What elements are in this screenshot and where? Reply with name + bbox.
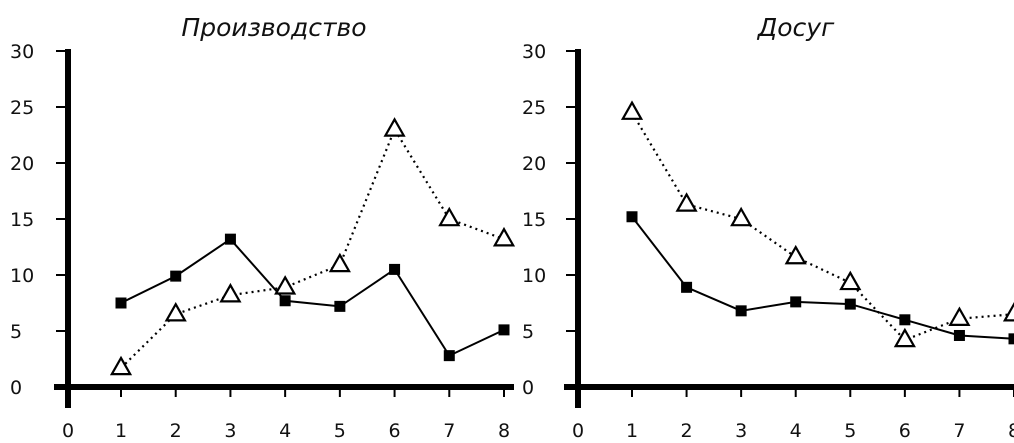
series-2-point [893,327,916,348]
series-2-point [839,270,862,291]
x-tick-label: 8 [498,420,510,442]
y-tick-label: 15 [522,209,546,231]
series-2-point [274,275,297,295]
series-1-point [844,298,856,310]
series-1-point [279,295,291,307]
x-tick-label: 4 [790,420,802,442]
y-tick-label: 25 [10,97,34,119]
series-1-line [631,216,1014,340]
series-2-point [675,192,698,212]
series-1-point [334,300,346,312]
chart-title: Производство [181,13,366,42]
chart-title: Досуг [757,13,835,42]
series-1-point [735,305,747,317]
x-tick-label: 2 [170,420,182,442]
series-2-point [219,282,242,303]
x-tick-label: 6 [899,420,911,442]
x-tick-label: 5 [844,420,856,442]
series-1-point [681,281,693,293]
series-1-point [953,329,965,341]
series-1-line [120,237,505,357]
series-2-point [948,306,971,326]
x-tick-label: 7 [443,420,455,442]
series-2-point [109,355,133,376]
x-tick-label: 1 [115,420,127,442]
series-1-point [498,324,510,336]
y-tick-label: 30 [10,41,34,63]
y-tick-label: 20 [522,153,546,175]
series-1-point [389,263,401,275]
y-tick-label: 5 [10,321,22,343]
series-2-point [492,226,516,247]
series-1-point [170,270,182,282]
y-tick-label: 25 [522,97,546,119]
x-tick-label: 5 [334,420,346,442]
series-1-point [224,233,236,245]
y-tick-label: 15 [10,209,34,231]
y-tick-label: 10 [522,265,546,287]
series-2-line [631,112,1014,342]
series-2-point [784,244,807,265]
y-tick-label: 5 [522,321,534,343]
series-2-point [328,252,351,273]
y-tick-label: 0 [522,377,534,399]
chart-panel-1: Производство 0 5 10 15 20 25 30 0 1 2 3 4 5 6 7 8 [10,13,516,442]
x-tick-label: 3 [224,420,236,442]
series-1-point [1008,333,1014,345]
chart-panel-2: Досуг 0 5 10 15 20 25 30 0 1 2 3 4 5 6 7 8 [522,13,1014,442]
x-tick-label: 1 [626,420,638,442]
y-tick-label: 30 [522,41,546,63]
y-tick-label: 20 [10,153,34,175]
series-1-point [443,350,455,362]
x-tick-label: 3 [735,420,747,442]
series-1-point [115,297,127,309]
series-2-point [383,117,406,137]
x-tick-label: 0 [62,420,74,442]
x-tick-label: 0 [572,420,584,442]
y-tick-label: 0 [10,377,22,399]
series-2-point [620,100,644,120]
series-2-point [164,301,187,322]
y-tick-label: 10 [10,265,34,287]
x-tick-label: 6 [389,420,401,442]
series-2-point [438,206,461,227]
series-1-point [626,211,638,223]
series-2-line [120,126,505,369]
x-tick-label: 2 [681,420,693,442]
x-tick-label: 8 [1008,420,1014,442]
x-tick-label: 4 [279,420,291,442]
x-tick-label: 7 [953,420,965,442]
series-2-point [730,206,753,227]
series-1-point [899,314,911,326]
series-1-point [790,296,802,308]
series-2-point [1002,301,1014,322]
